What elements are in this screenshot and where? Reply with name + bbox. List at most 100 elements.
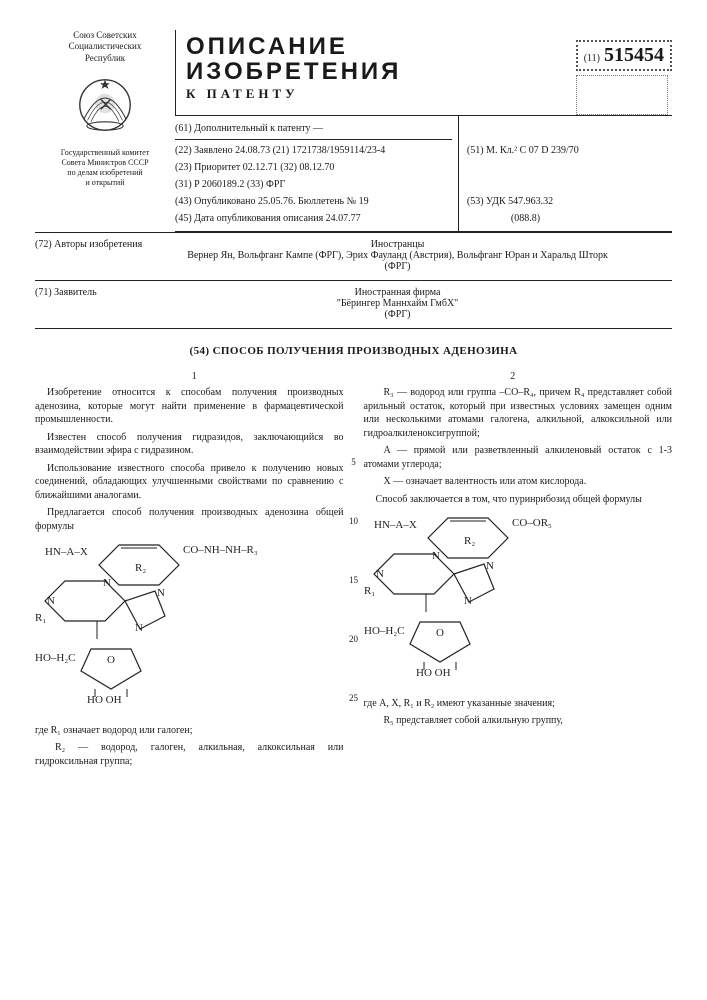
svg-text:N: N: [464, 595, 472, 607]
where-clause: R₃ — водород или группа –CO–R₄, причем R…: [364, 386, 673, 440]
rule: [35, 328, 672, 329]
svg-text:R₁: R₁: [364, 585, 375, 597]
where-clause: где R₁ означает водород или галоген;: [35, 724, 344, 738]
svg-text:HN–A–X: HN–A–X: [45, 546, 88, 558]
col-number-2: 2: [354, 371, 673, 382]
chemical-formula-2: HN–A–X CO–OR₅ R₂ N N N N R₁ HO–H₂C: [364, 514, 673, 689]
applicant-heading: Иностранная фирма: [178, 287, 618, 298]
patent-number: (11) 515454: [576, 40, 672, 71]
committee-line: и открытий: [35, 178, 175, 188]
issuer-line: Союз Советских: [35, 30, 175, 41]
header-row: Союз Советских Социалистических Республи…: [35, 30, 672, 232]
body-paragraph: Использование известного способа привело…: [35, 462, 344, 503]
issuer-line: Республик: [35, 53, 175, 64]
authors-heading: Иностранцы: [178, 239, 618, 250]
svg-text:HN–A–X: HN–A–X: [374, 519, 417, 531]
title-row: ОПИСАНИЕ ИЗОБРЕТЕНИЯ К ПАТЕНТУ (11) 51545…: [175, 30, 672, 115]
committee-line: Государственный комитет: [35, 148, 175, 158]
issuer-column: Союз Советских Социалистических Республи…: [35, 30, 175, 188]
where-clause: A — прямой или разветвленный алкиленовый…: [364, 444, 673, 471]
line-number: 10: [345, 517, 363, 526]
body-paragraph: Предлагается способ получения производны…: [35, 506, 344, 533]
patent-number-code: (11): [584, 53, 600, 64]
authors-label: (72) Авторы изобретения: [35, 239, 175, 250]
column-1: Изобретение относится к способам получен…: [35, 386, 344, 772]
biblio-field-22: (22) Заявлено 24.08.73 (21) 1721738/1959…: [175, 142, 452, 159]
chemical-formula-1: HN–A–X CO–NH–NH–R₃ R₂ N N N N R₁: [35, 541, 344, 716]
svg-text:HO–H₂C: HO–H₂C: [35, 652, 76, 664]
issuer-line: Социалистических: [35, 41, 175, 52]
applicant-country: (ФРГ): [178, 309, 618, 320]
body-paragraph: Изобретение относится к способам получен…: [35, 386, 344, 427]
svg-text:R₂: R₂: [464, 535, 475, 547]
svg-text:N: N: [103, 577, 111, 589]
biblio-field-31: (31) P 2060189.2 (33) ФРГ: [175, 176, 452, 193]
biblio-right: (51) М. Кл.² C 07 D 239/70 (53) УДК 547.…: [459, 116, 672, 231]
biblio-field-23: (23) Приоритет 02.12.71 (32) 08.12.70: [175, 159, 452, 176]
svg-text:N: N: [432, 550, 440, 562]
svg-text:R₁: R₁: [35, 612, 46, 624]
stamp-placeholder: [576, 75, 668, 115]
svg-text:CO–OR₅: CO–OR₅: [512, 517, 552, 529]
committee-line: Совета Министров СССР: [35, 158, 175, 168]
biblio-block: (61) Дополнительный к патенту — (22) Зая…: [175, 116, 672, 231]
rule: [175, 231, 672, 232]
rule: [175, 139, 452, 140]
biblio-field-61: (61) Дополнительный к патенту —: [175, 120, 452, 137]
body-columns: Изобретение относится к способам получен…: [35, 386, 672, 772]
line-number: 20: [345, 635, 363, 644]
title-block: ОПИСАНИЕ ИЗОБРЕТЕНИЯ К ПАТЕНТУ: [175, 30, 566, 115]
body-paragraph: Известен способ получения гидразидов, за…: [35, 431, 344, 458]
authors-row: (72) Авторы изобретения Иностранцы Верне…: [35, 233, 672, 278]
where-clause: X — означает валентность или атом кислор…: [364, 475, 673, 489]
applicant-value: Иностранная фирма "Бёрингер Маннхайм Гмб…: [178, 287, 618, 320]
svg-text:R₂: R₂: [135, 562, 146, 574]
doc-title-line: ОПИСАНИЕ: [186, 34, 558, 59]
invention-title: (54) СПОСОБ ПОЛУЧЕНИЯ ПРОИЗВОДНЫХ АДЕНОЗ…: [35, 345, 672, 357]
biblio-field-43: (43) Опубликовано 25.05.76. Бюллетень № …: [175, 193, 452, 210]
svg-text:N: N: [135, 622, 143, 634]
svg-text:HO OH: HO OH: [416, 667, 451, 679]
svg-text:N: N: [47, 595, 55, 607]
spacer: [467, 159, 672, 193]
committee-line: по делам изобретений: [35, 168, 175, 178]
to-patent-label: К ПАТЕНТУ: [186, 86, 558, 102]
committee-text: Государственный комитет Совета Министров…: [35, 148, 175, 188]
header-center-right: ОПИСАНИЕ ИЗОБРЕТЕНИЯ К ПАТЕНТУ (11) 51545…: [175, 30, 672, 232]
line-number: 25: [345, 694, 363, 703]
svg-text:O: O: [107, 654, 115, 666]
applicant-row: (71) Заявитель Иностранная фирма "Бёринг…: [35, 281, 672, 326]
applicant-label: (71) Заявитель: [35, 287, 175, 298]
applicant-name: "Бёрингер Маннхайм ГмбХ": [178, 298, 618, 309]
col-number-1: 1: [35, 371, 354, 382]
ussr-emblem-icon: [70, 70, 140, 140]
spacer: [467, 120, 672, 142]
svg-text:HO–H₂C: HO–H₂C: [364, 625, 405, 637]
where-clause: R₂ — водород, галоген, алкильная, алкокс…: [35, 741, 344, 768]
biblio-left: (61) Дополнительный к патенту — (22) Зая…: [175, 116, 459, 231]
doc-title-line: ИЗОБРЕТЕНИЯ: [186, 59, 558, 84]
biblio-field-45: (45) Дата опубликования описания 24.07.7…: [175, 210, 452, 227]
svg-text:N: N: [376, 568, 384, 580]
authors-value: Иностранцы Вернер Ян, Вольфганг Кампе (Ф…: [178, 239, 618, 272]
patent-number-value: 515454: [604, 44, 664, 66]
line-number-gutter: 5 10 15 20 25: [345, 406, 363, 703]
biblio-field-53a: (53) УДК 547.963.32: [467, 193, 672, 210]
column-2: R₃ — водород или группа –CO–R₄, причем R…: [364, 386, 673, 772]
svg-text:N: N: [486, 560, 494, 572]
svg-text:O: O: [436, 627, 444, 639]
column-numbers: 1 2: [35, 371, 672, 382]
authors-names: Вернер Ян, Вольфганг Кампе (ФРГ), Эрих Ф…: [178, 250, 618, 272]
biblio-field-51: (51) М. Кл.² C 07 D 239/70: [467, 142, 672, 159]
body-paragraph: Способ заключается в том, что пуринрибоз…: [364, 493, 673, 507]
line-number: 5: [345, 458, 363, 467]
patent-page: Союз Советских Социалистических Республи…: [0, 0, 707, 792]
svg-text:CO–NH–NH–R₃: CO–NH–NH–R₃: [183, 544, 258, 556]
biblio-field-53b: (088.8): [467, 210, 672, 227]
where-clause: R₅ представляет собой алкильную группу,: [364, 714, 673, 728]
line-number: 15: [345, 576, 363, 585]
where-clause: где A, X, R₁ и R₂ имеют указанные значен…: [364, 697, 673, 711]
number-cell: (11) 515454: [566, 30, 672, 115]
svg-text:HO OH: HO OH: [87, 694, 122, 706]
svg-text:N: N: [157, 587, 165, 599]
